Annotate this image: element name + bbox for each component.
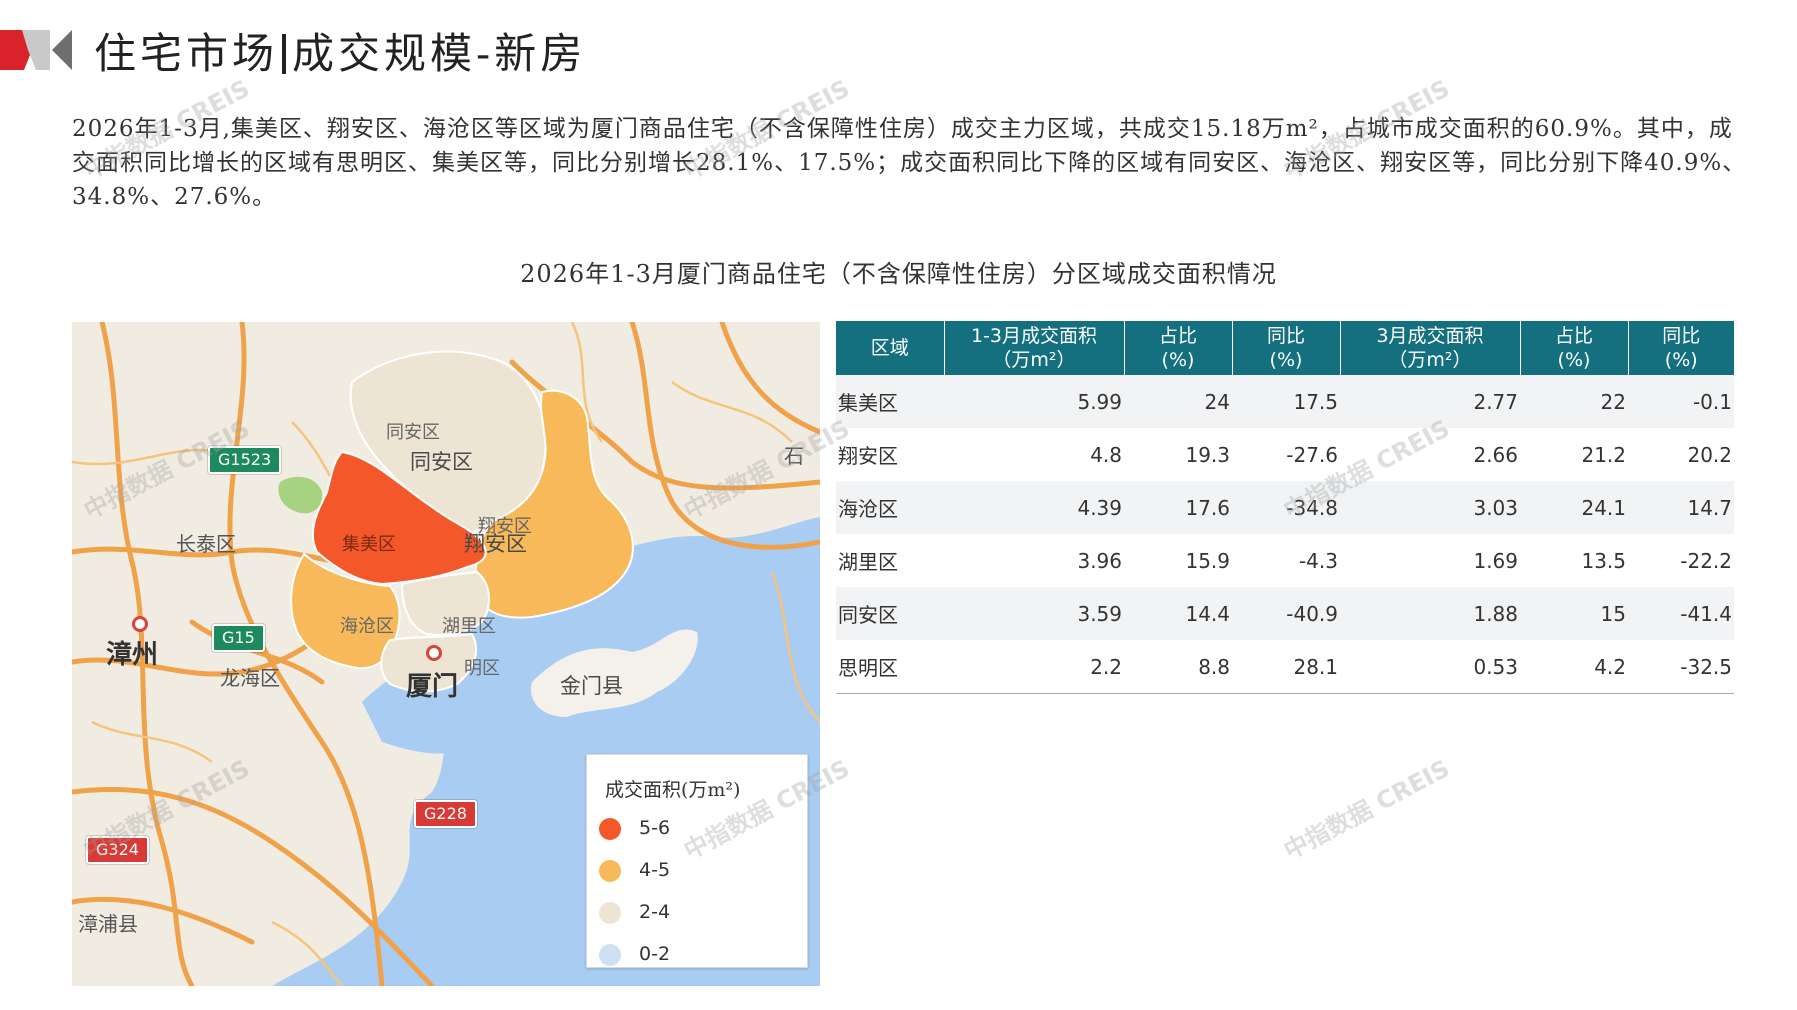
table-cell: -27.6 (1286, 442, 1338, 467)
table-cell: 5.99 (944, 375, 1124, 428)
table-cell: 1.69 (1473, 548, 1518, 573)
legend-label: 0-2 (639, 943, 671, 965)
table-cell: -0.1 (1628, 375, 1734, 428)
road-sign-g228: G228 (414, 800, 477, 828)
legend-swatch (599, 902, 621, 924)
legend-swatch (599, 818, 621, 840)
header-cell: 1-3月成交面积 （万m²） (944, 321, 1125, 375)
table-cell: 2.2 (944, 640, 1124, 694)
table-cell: 24 (1124, 375, 1232, 428)
region-cell: 湖里区 (838, 550, 898, 574)
map-label-zhangpu: 漳浦县 (78, 912, 138, 936)
watermark: 中指数据 CREIS (1279, 754, 1455, 866)
map-label-haicang: 海沧区 (340, 616, 394, 637)
table-cell: 15 (1520, 587, 1628, 640)
map-label-xiangan-small: 翔安区 (478, 516, 532, 537)
map-graphic (72, 322, 820, 986)
region-cell: 同安区 (836, 587, 944, 640)
map-legend: 成交面积(万m²) 5-6 4-5 2-4 0-2 (586, 754, 808, 968)
page-title-topic: 成交规模-新房 (292, 29, 587, 78)
table-row: 湖里区 3.96 15.9 -4.3 1.69 13.5 -22.2 (836, 534, 1734, 587)
table-cell: 17.5 (1232, 375, 1340, 428)
table-cell: 19.3 (1185, 442, 1230, 467)
table-cell: -4.3 (1298, 548, 1338, 573)
table-row: 集美区 5.99 24 17.5 2.77 22 -0.1 (836, 375, 1734, 428)
table-cell: 0.53 (1340, 640, 1520, 694)
table-cell: 15.9 (1185, 548, 1230, 573)
region-cell: 海沧区 (836, 481, 944, 534)
table-row: 海沧区 4.39 17.6 -34.8 3.03 24.1 14.7 (836, 481, 1734, 534)
title-divider (282, 34, 287, 74)
map-label-xiangan: 翔安区 (464, 532, 527, 556)
chart-caption: 2026年1-3月厦门商品住宅（不含保障性住房）分区域成交面积情况 (520, 260, 1277, 288)
table-cell: -32.5 (1628, 640, 1734, 694)
table-cell: -22.2 (1680, 548, 1732, 573)
table-cell: 3.96 (1077, 548, 1122, 573)
zhangzhou-city-marker (132, 616, 148, 632)
region-cell: 思明区 (836, 640, 944, 694)
header-cell: 占比 (%) (1124, 321, 1233, 375)
header-decoration (0, 30, 72, 70)
legend-label: 5-6 (639, 817, 671, 839)
table-cell: 22 (1520, 375, 1628, 428)
table-cell: 21.2 (1581, 442, 1626, 467)
region-cell: 集美区 (836, 375, 944, 428)
map-label-changtai: 长泰区 (176, 532, 236, 556)
table-cell: 4.2 (1520, 640, 1628, 694)
header-cell: 同比 (%) (1628, 321, 1734, 375)
map-label-tongan-small: 同安区 (386, 422, 440, 443)
table-row: 同安区 3.59 14.4 -40.9 1.88 15 -41.4 (836, 587, 1734, 640)
table-cell: 24.1 (1520, 481, 1628, 534)
table-cell: 14.4 (1124, 587, 1232, 640)
map-label-xiamen: 厦门 (406, 672, 459, 702)
table-cell: 4.8 (1090, 442, 1122, 467)
page-title: 住宅市场 成交规模-新房 (94, 20, 586, 81)
road-sign-g15: G15 (212, 624, 265, 652)
map-label-jinmen: 金门县 (560, 674, 623, 698)
table-cell: 28.1 (1232, 640, 1340, 694)
map-label-longhai: 龙海区 (220, 666, 280, 690)
district-volume-table: 区域 1-3月成交面积 （万m²） 占比 (%) 同比 (%) 3月成交面积 （万m²）… (836, 321, 1734, 694)
region-cell: 翔安区 (838, 444, 898, 468)
table-cell: 4.39 (944, 481, 1124, 534)
map-label-tongan: 同安区 (410, 450, 473, 474)
legend-title: 成交面积(万m²) (605, 779, 741, 801)
map-label-siming: 明区 (464, 658, 500, 679)
table-cell: 2.66 (1473, 442, 1518, 467)
table-row: 思明区 2.2 8.8 28.1 0.53 4.2 -32.5 (836, 640, 1734, 694)
table-row: 翔安区 4.8 19.3 -27.6 2.66 21.2 20.2 (836, 428, 1734, 481)
header-cell: 3月成交面积 （万m²） (1340, 321, 1521, 375)
table-cell: 3.03 (1340, 481, 1520, 534)
map-label-shi: 石 (784, 444, 804, 468)
table-header-row: 区域 1-3月成交面积 （万m²） 占比 (%) 同比 (%) 3月成交面积 （万m²）… (836, 321, 1734, 375)
legend-swatch (599, 944, 621, 966)
table-cell: 2.77 (1340, 375, 1520, 428)
legend-swatch (599, 860, 621, 882)
table-cell: 1.88 (1340, 587, 1520, 640)
table-cell: -40.9 (1232, 587, 1340, 640)
legend-label: 2-4 (639, 901, 671, 923)
table-cell: 13.5 (1581, 548, 1626, 573)
header-cell: 占比 (%) (1520, 321, 1629, 375)
map-label-zhangzhou: 漳州 (106, 640, 159, 670)
table-cell: -41.4 (1628, 587, 1734, 640)
intro-paragraph: 2026年1-3月,集美区、翔安区、海沧区等区域为厦门商品住宅（不含保障性住房）… (72, 116, 1747, 210)
map-label-huli: 湖里区 (442, 616, 496, 637)
table-cell: 20.2 (1687, 442, 1732, 467)
legend-label: 4-5 (639, 859, 671, 881)
map-label-jimei: 集美区 (342, 534, 396, 555)
table-cell: 17.6 (1124, 481, 1232, 534)
table-cell: 14.7 (1628, 481, 1734, 534)
table-cell: -34.8 (1232, 481, 1340, 534)
road-sign-g324: G324 (86, 836, 149, 864)
district-map: 同安区 同安区 集美区 翔安区 翔安区 海沧区 湖里区 明区 厦门 金门县 漳州… (72, 322, 820, 986)
table-cell: 8.8 (1124, 640, 1232, 694)
header-cell: 区域 (836, 321, 945, 375)
road-sign-g1523: G1523 (208, 446, 282, 474)
xiamen-city-marker (426, 645, 442, 661)
page-title-section: 住宅市场 (94, 29, 279, 78)
table-cell: 3.59 (944, 587, 1124, 640)
header-cell: 同比 (%) (1232, 321, 1341, 375)
